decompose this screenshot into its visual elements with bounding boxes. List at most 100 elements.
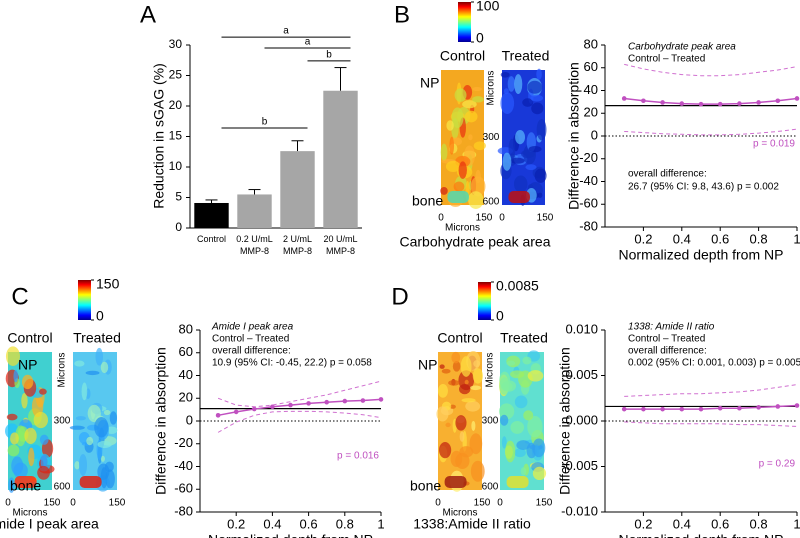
depth-tick-label: 300	[483, 132, 500, 143]
heatmap-caption: Carbohydrate peak area	[400, 234, 551, 250]
heatmap-bone-region	[447, 191, 469, 203]
series-marker	[270, 404, 275, 410]
series-marker	[737, 405, 742, 411]
heatmap-texture	[451, 351, 461, 364]
heatmap-texture	[465, 400, 481, 412]
column-label: Control	[440, 48, 485, 64]
x-tick-label-line: 20 U/mL	[323, 234, 357, 244]
width-axis-label: Microns	[445, 223, 480, 234]
y-tick-label: 0	[186, 412, 193, 427]
series-marker	[737, 101, 742, 106]
heatmap-texture	[436, 406, 449, 422]
series-line	[624, 384, 798, 397]
heatmap-bone-region	[506, 476, 529, 488]
heatmap-texture	[81, 382, 88, 401]
heatmap-texture	[470, 460, 485, 482]
width-tick-label: 0	[499, 213, 505, 224]
series-line	[217, 380, 382, 408]
x-axis-label: Normalized depth from NP	[619, 532, 784, 538]
significance-label: a	[283, 26, 289, 37]
series-marker	[621, 406, 627, 412]
annotation: overall difference:	[212, 346, 291, 357]
heatmap-texture	[464, 110, 478, 123]
y-tick-label: 0	[591, 127, 598, 142]
series-marker	[756, 405, 761, 410]
heatmap-texture	[28, 447, 35, 467]
heatmap-texture	[7, 444, 20, 457]
annotation-subtitle: Control – Treated	[628, 54, 705, 65]
y-tick-label: -20	[174, 435, 193, 450]
heatmap-texture	[473, 141, 486, 151]
x-tick-label-line: 2 U/mL	[283, 234, 312, 244]
heatmap-texture	[458, 161, 467, 179]
heatmap-texture	[462, 100, 477, 109]
y-tick-label: 80	[584, 36, 598, 51]
heatmap-texture	[39, 388, 47, 395]
series-marker	[324, 399, 330, 405]
heatmap-texture	[471, 420, 476, 431]
y-tick-label: -80	[579, 218, 598, 233]
heatmap-texture	[531, 102, 544, 115]
series-marker	[679, 406, 685, 412]
x-tick-label: 0.2	[227, 516, 245, 531]
heatmap-texture	[472, 368, 483, 384]
width-tick-label: 0	[438, 213, 444, 224]
series-marker	[660, 406, 665, 412]
heatmap-texture	[508, 138, 516, 159]
heatmap-texture	[21, 374, 34, 390]
width-tick-label: 0	[497, 498, 503, 509]
y-tick-label: -80	[174, 503, 193, 518]
p-value-label: p = 0.016	[337, 451, 379, 462]
heatmap-texture	[530, 94, 544, 102]
top-label: NP	[420, 75, 439, 91]
heatmap-texture	[97, 440, 112, 449]
y-tick-label: 20	[584, 105, 598, 120]
heatmap-texture	[455, 415, 467, 431]
y-tick-label: 40	[179, 367, 193, 382]
heatmap-texture	[532, 466, 547, 481]
heatmap-texture	[502, 152, 512, 171]
y-tick-label: 0.010	[565, 321, 598, 336]
heatmap-texture	[440, 143, 448, 162]
heatmap-texture	[521, 149, 535, 159]
series-marker	[288, 402, 293, 408]
annotation-subtitle: Control – Treated	[628, 334, 705, 345]
annotation-title: 1338: Amide II ratio	[628, 322, 715, 333]
series-marker	[660, 100, 665, 105]
y-tick-label: 60	[179, 344, 193, 359]
heatmap-texture	[514, 395, 528, 409]
colorbar	[78, 280, 91, 320]
x-tick-label: 0.4	[673, 231, 691, 246]
heatmap-texture	[10, 432, 19, 445]
heatmap-texture	[437, 384, 448, 398]
annotation: 0.002 (95% CI: 0.001, 0.003) p = 0.005	[628, 358, 800, 369]
heatmap-texture	[514, 74, 523, 95]
panel-letter: B	[394, 1, 410, 28]
series-line	[624, 421, 798, 427]
y-tick-label: -60	[174, 481, 193, 496]
column-label: Control	[7, 330, 52, 346]
y-tick-label: -0.005	[561, 458, 598, 473]
x-axis-label: Normalized depth from NP	[208, 532, 373, 538]
colorbar-tick-label: 100	[476, 0, 500, 14]
heatmap-texture	[537, 192, 543, 198]
y-tick-label: -0.010	[561, 503, 598, 518]
x-tick-label-line: MMP-8	[240, 246, 269, 256]
heatmap-texture	[100, 455, 105, 462]
heatmap-texture	[69, 425, 85, 430]
top-label: NP	[18, 357, 37, 373]
x-tick-label-line: MMP-8	[326, 246, 355, 256]
x-tick-label: 0.8	[750, 516, 768, 531]
heatmap-texture	[468, 134, 473, 141]
series-marker	[698, 406, 704, 412]
series-marker	[775, 404, 781, 409]
width-tick-label: 0	[5, 498, 11, 509]
heatmap-texture	[100, 361, 109, 374]
heatmap-texture	[87, 404, 101, 423]
heatmap-texture	[103, 409, 111, 416]
depth-axis-label: Microns	[485, 352, 496, 387]
column-label: Control	[437, 330, 482, 346]
bottom-label: bone	[10, 478, 41, 494]
heatmap-texture	[39, 434, 49, 445]
